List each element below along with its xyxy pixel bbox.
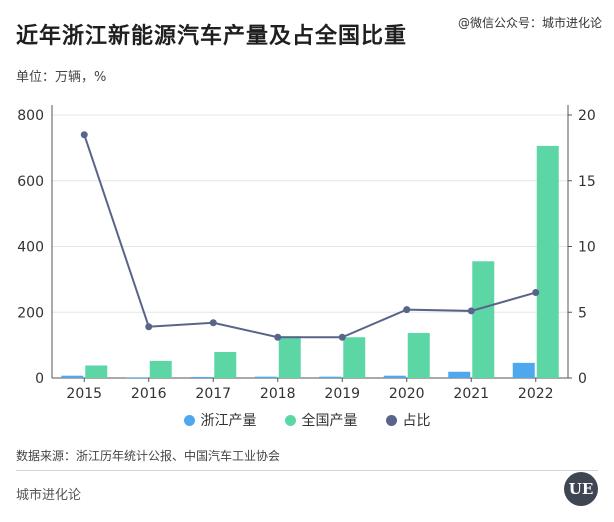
- bar-national: [85, 365, 108, 378]
- chart-title: 近年浙江新能源汽车产量及占全国比重: [16, 24, 408, 49]
- bar-zhejiang: [512, 362, 535, 378]
- point-share: [338, 333, 346, 341]
- point-share: [403, 306, 411, 314]
- bar-zhejiang: [125, 377, 148, 378]
- footer-divider: [16, 470, 598, 471]
- legend-swatch-share: [385, 414, 397, 426]
- combo-chart: 0 200 400 600 800 0 5 10 15 20 2015 2016 2017 2018 201…: [17, 105, 596, 402]
- y-right-tick-label: 10: [578, 240, 596, 256]
- bar-zhejiang: [190, 377, 213, 378]
- y-right-tick-label: 15: [578, 174, 596, 190]
- x-tick-label: 2022: [518, 386, 554, 400]
- y-left-tick-label: 400: [17, 240, 44, 256]
- bar-zhejiang: [448, 371, 471, 378]
- legend: 浙江产量 全国产量 占比: [0, 410, 614, 430]
- unit-label: 单位：万辆，%: [16, 70, 107, 85]
- x-tick-label: 2017: [195, 386, 231, 400]
- legend-swatch-national: [284, 414, 296, 426]
- point-share: [145, 323, 153, 331]
- point-share: [80, 131, 88, 139]
- bar-national: [149, 360, 172, 378]
- bar-national: [278, 336, 301, 378]
- legend-label-share: 占比: [402, 413, 431, 429]
- chart-area: 0 200 400 600 800 0 5 10 15 20 2015 2016 2017 2018 201…: [0, 90, 614, 402]
- bar-national: [214, 352, 237, 378]
- bar-national: [407, 332, 430, 378]
- brand-name: 城市进化论: [16, 488, 82, 503]
- line-share: [83, 134, 537, 339]
- x-tick-label: 2015: [66, 386, 102, 400]
- y-right-tick-label: 20: [578, 108, 596, 124]
- x-tick-label: 2021: [453, 386, 489, 400]
- y-left-tick-label: 600: [17, 174, 44, 190]
- y-left-tick-label: 800: [17, 108, 44, 124]
- bar-zhejiang: [254, 376, 277, 378]
- legend-item-national: 全国产量: [284, 410, 358, 430]
- legend-label-zhejiang: 浙江产量: [200, 413, 257, 429]
- brand-logo: UE: [564, 472, 598, 506]
- point-share: [274, 333, 282, 341]
- point-share: [532, 289, 540, 297]
- wechat-watermark: @微信公众号：城市进化论: [457, 16, 602, 30]
- y-left-tick-label: 200: [17, 305, 44, 321]
- bar-zhejiang: [319, 376, 342, 378]
- legend-item-share: 占比: [385, 410, 431, 430]
- bar-zhejiang: [61, 375, 84, 378]
- point-share: [209, 319, 217, 327]
- legend-item-zhejiang: 浙江产量: [183, 410, 257, 430]
- bar-national: [536, 145, 559, 378]
- x-tick-label: 2019: [324, 386, 360, 400]
- x-tick-label: 2018: [260, 386, 296, 400]
- y-right-tick-label: 0: [578, 371, 587, 387]
- y-left-tick-label: 0: [35, 371, 44, 387]
- bar-national: [343, 337, 366, 378]
- x-tick-label: 2020: [389, 386, 425, 400]
- y-right-tick-label: 5: [578, 305, 587, 321]
- bar-zhejiang: [383, 375, 406, 378]
- legend-label-national: 全国产量: [301, 413, 358, 429]
- legend-swatch-zhejiang: [183, 414, 195, 426]
- point-share: [467, 307, 475, 315]
- bar-national: [472, 261, 495, 378]
- x-tick-label: 2016: [131, 386, 167, 400]
- data-source: 数据来源：浙江历年统计公报、中国汽车工业协会: [16, 449, 281, 463]
